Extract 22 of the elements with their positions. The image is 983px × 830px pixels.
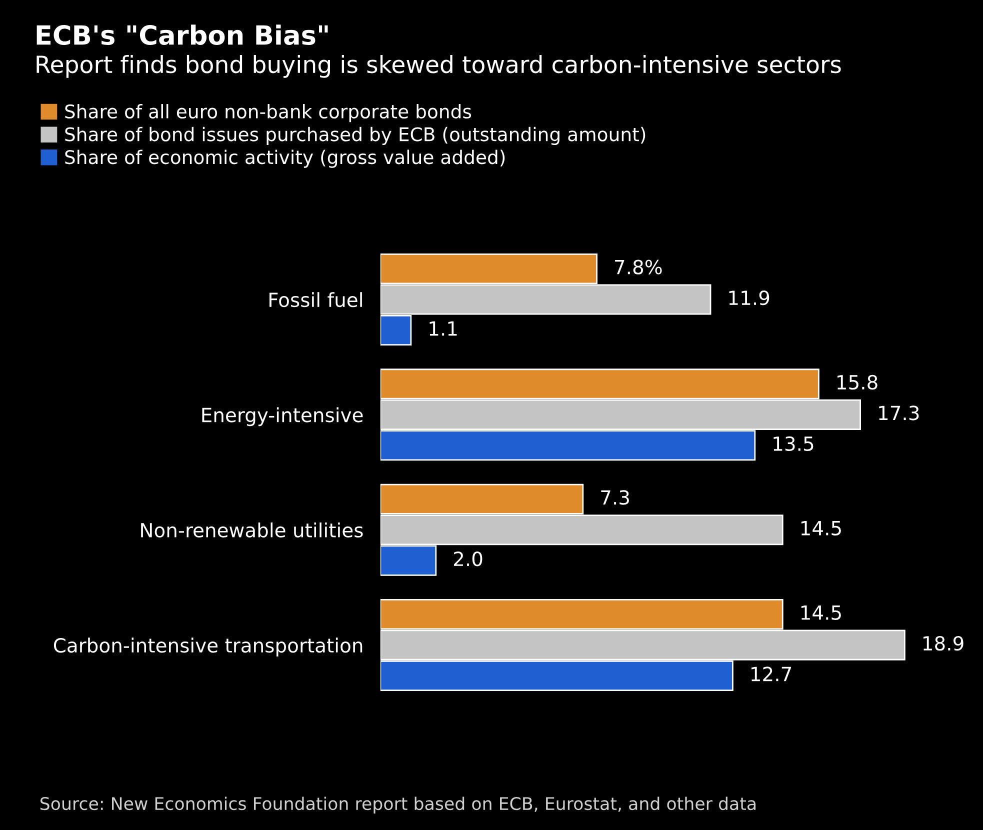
data-label: 11.9 (729, 290, 770, 306)
data-label: 7.8% (615, 260, 662, 274)
data-label: 7.3 (601, 490, 629, 505)
source-note: Source: New Economics Foundation report based on ECB, Eurostat, and other data (40, 796, 756, 814)
data-label: 12.7 (752, 666, 792, 682)
y-tick-label: Energy-intensive (202, 407, 363, 426)
legend-label: Share of bond issues purchased by ECB (outstanding amount) (65, 126, 646, 146)
y-tick-label: Carbon-intensive transportation (54, 638, 362, 656)
chart-subtitle: Report finds bond buying is skewed toward carbon-intensive sectors (36, 54, 841, 78)
data-label: 15.8 (838, 374, 878, 390)
data-label: 1.1 (430, 321, 457, 336)
data-label: 13.5 (774, 436, 814, 452)
legend-label: Share of economic activity (gross value added) (65, 150, 505, 168)
data-label: 18.9 (923, 636, 964, 651)
data-label: 17.3 (879, 406, 919, 420)
y-tick-label: Non-renewable utilities (141, 522, 363, 538)
chart-title: ECB's "Carbon Bias" (36, 24, 328, 46)
legend-label: Share of all euro non-bank corporate bonds (65, 104, 472, 122)
data-label: 2.0 (454, 552, 482, 566)
data-label: 14.5 (801, 606, 841, 620)
y-tick-label: Fossil fuel (270, 292, 362, 308)
data-label: 14.5 (801, 521, 841, 536)
